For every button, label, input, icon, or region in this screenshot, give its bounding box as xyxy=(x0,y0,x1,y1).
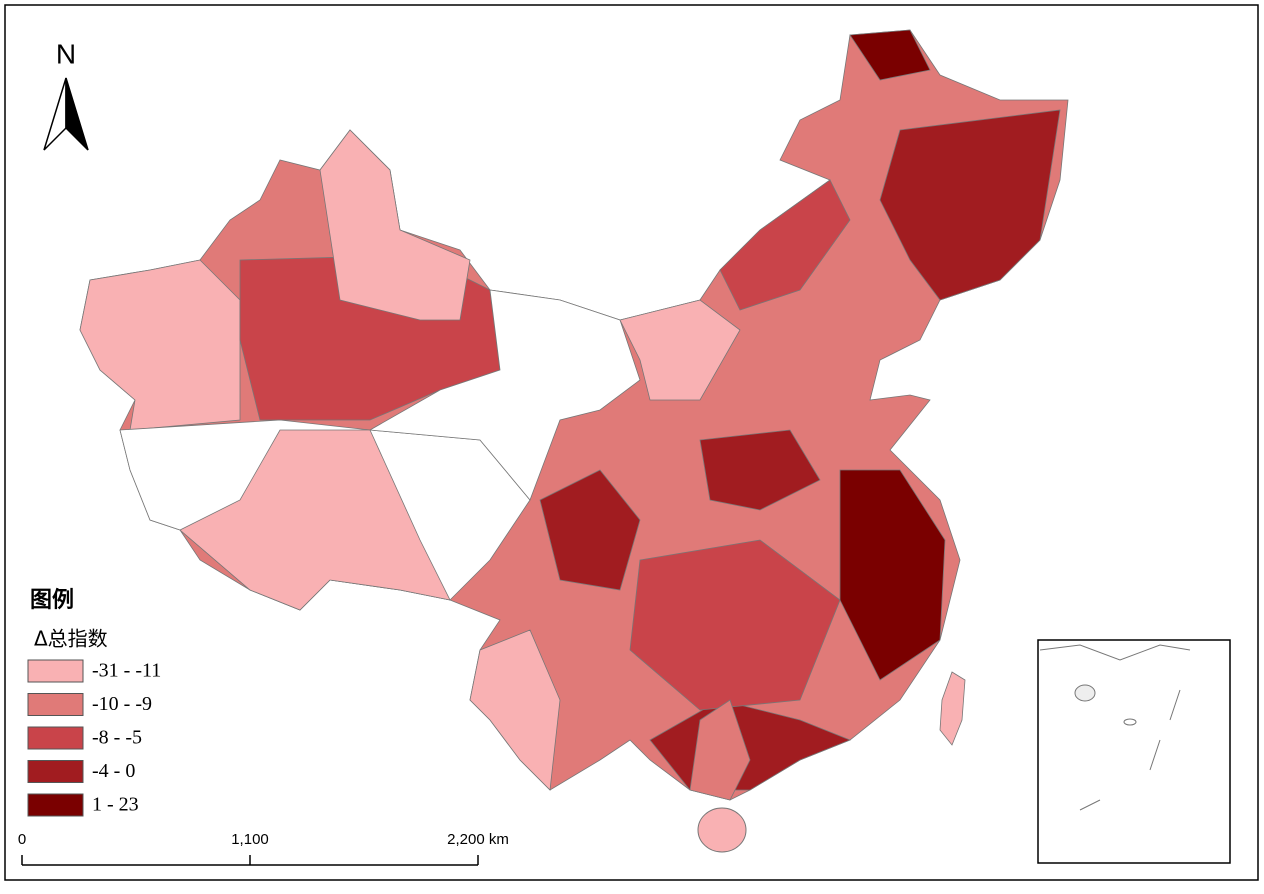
legend: 图例 Δ总指数 -31 - -11 -10 - -9 -8 - -5 -4 - 0 1 … xyxy=(27,588,161,817)
inset-island xyxy=(1074,684,1096,702)
inset-coast xyxy=(1039,644,1191,661)
legend-swatch xyxy=(27,693,84,716)
scale-label: 0 xyxy=(18,831,26,848)
region xyxy=(699,429,821,511)
legend-label: -8 - -5 xyxy=(92,727,142,749)
region xyxy=(319,129,471,321)
hainan xyxy=(697,807,747,853)
region xyxy=(689,699,751,801)
region xyxy=(469,629,561,791)
legend-label: -4 - 0 xyxy=(92,760,135,782)
inset-islands xyxy=(1079,689,1181,811)
region xyxy=(368,289,641,501)
inset-map xyxy=(1039,644,1191,811)
legend-swatch xyxy=(27,726,84,750)
region xyxy=(879,109,1061,301)
legend-label: -31 - -11 xyxy=(92,660,161,682)
region xyxy=(619,299,741,401)
scale-label: 2,200 km xyxy=(447,831,509,848)
legend-label: 1 - 23 xyxy=(92,794,139,816)
north-label: N xyxy=(56,38,76,69)
north-arrow: N xyxy=(43,38,89,151)
inset-island xyxy=(1123,718,1137,726)
china-map xyxy=(79,29,1069,853)
region xyxy=(849,29,931,81)
arrow-right xyxy=(65,77,89,151)
scale-bar: 0 1,100 2,200 km xyxy=(18,831,509,866)
region xyxy=(539,469,641,591)
region xyxy=(79,259,241,431)
legend-swatch xyxy=(27,760,84,783)
region xyxy=(179,429,451,611)
legend-label: -10 - -9 xyxy=(92,693,152,715)
scale-label: 1,100 xyxy=(231,831,269,848)
region xyxy=(719,179,851,311)
inset-frame xyxy=(1037,639,1231,864)
legend-title: 图例 xyxy=(30,588,74,613)
legend-subtitle: Δ总指数 xyxy=(34,627,108,651)
taiwan xyxy=(939,671,966,746)
legend-swatch xyxy=(27,793,84,817)
legend-swatch xyxy=(27,659,84,683)
region xyxy=(629,539,841,711)
